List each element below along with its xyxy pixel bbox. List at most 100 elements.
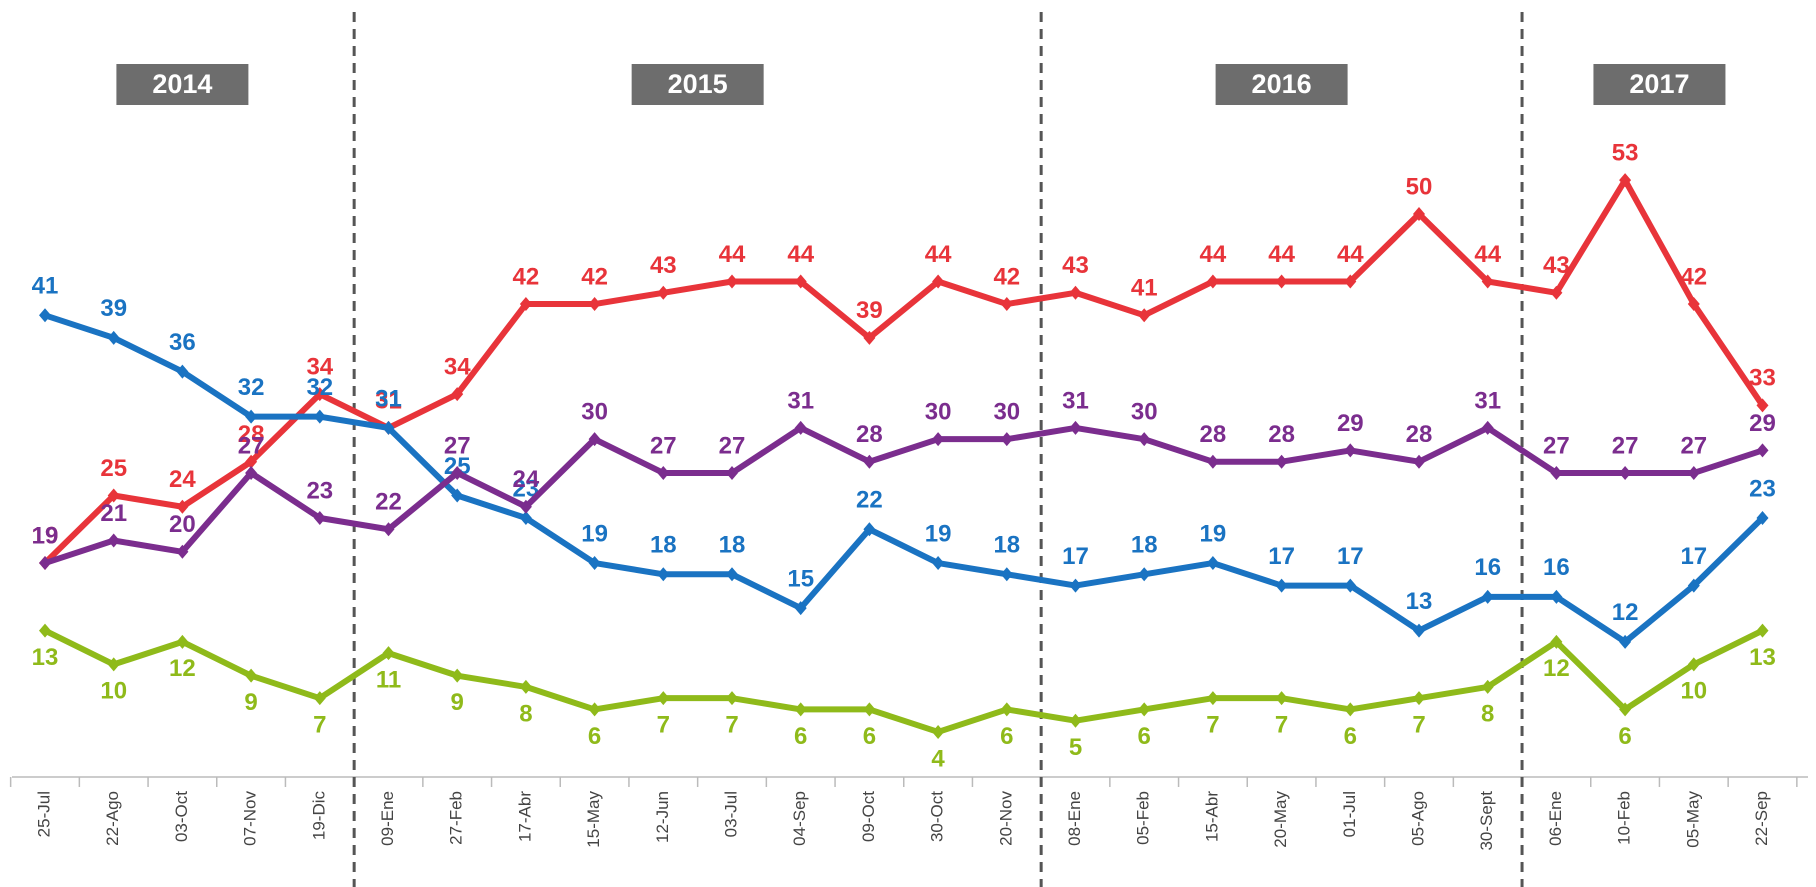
marker [1413,691,1425,706]
x-tick-label: 08-Ene [1065,791,1084,846]
x-tick-label: 19-Dic [309,791,328,841]
data-label: 18 [1131,532,1158,559]
marker [1000,567,1013,582]
marker [107,657,120,672]
data-label: 31 [1062,387,1089,414]
data-label: 44 [719,241,746,268]
marker [726,691,738,706]
marker [519,499,532,514]
data-label: 12 [1543,655,1570,682]
marker [1756,511,1769,525]
data-label: 41 [1131,275,1158,302]
marker [176,634,189,649]
data-label: 9 [244,689,257,716]
data-label: 28 [238,421,265,448]
data-label: 28 [856,421,883,448]
data-label: 25 [100,455,127,482]
data-label: 42 [513,263,540,290]
marker [245,409,258,424]
x-tick-label: 20-May [1271,791,1290,848]
marker [726,274,738,289]
marker [794,274,807,289]
data-label: 50 [1406,173,1433,200]
data-label: 19 [581,520,608,547]
marker [1687,297,1700,312]
data-label: 53 [1612,140,1639,167]
marker [451,387,464,402]
marker [794,601,807,616]
marker [1481,274,1494,289]
marker [39,623,51,638]
data-label: 28 [1200,421,1227,448]
x-tick-label: 30-Oct [928,791,947,842]
data-label: 19 [1200,520,1227,547]
marker [1344,274,1357,289]
data-label: 29 [1749,410,1776,437]
marker [657,567,670,582]
marker [39,556,51,571]
series-line [42,177,1765,566]
marker [1206,454,1219,469]
data-label: 24 [513,466,540,493]
data-label: 44 [1200,241,1227,268]
data-label: 12 [1612,599,1639,626]
marker [863,702,876,717]
marker [1000,297,1013,312]
marker [863,330,876,345]
year-box [1215,64,1348,105]
data-label: 27 [444,432,471,459]
data-label: 43 [1543,252,1570,279]
data-label: 27 [719,432,746,459]
year-label: 2014 [152,69,212,99]
x-tick-label: 05-Feb [1134,791,1153,845]
x-tick-label: 20-Nov [996,791,1015,846]
data-label: 39 [100,295,127,322]
marker [1275,454,1288,469]
x-tick-label: 15-May [584,791,603,848]
marker [932,274,945,289]
data-label: 10 [100,678,127,705]
data-label: 6 [794,723,807,750]
marker [1687,657,1700,672]
data-label: 8 [519,700,532,727]
x-tick-label: 09-Ene [378,791,397,846]
x-tick-label: 10-Feb [1615,791,1634,845]
marker [1687,578,1700,593]
data-label: 17 [1337,543,1364,570]
data-label: 6 [863,723,876,750]
marker [39,308,51,323]
data-label: 28 [1406,421,1433,448]
marker [657,691,670,706]
data-label: 23 [306,477,333,504]
data-label: 7 [1275,712,1288,739]
marker [794,702,807,717]
data-label: 7 [725,712,738,739]
marker [313,409,326,424]
x-tick-label: 03-Jul [721,791,740,837]
marker [932,432,945,447]
data-label: 8 [1481,700,1494,727]
marker [588,702,601,717]
marker [382,646,395,661]
data-label: 7 [657,712,670,739]
x-tick-label: 06-Ene [1546,791,1565,846]
marker [176,499,189,514]
data-label: 31 [375,385,402,412]
marker [1619,173,1632,188]
data-label: 12 [169,655,196,682]
x-tick-label: 22-Sep [1752,791,1771,846]
data-label: 13 [1749,644,1776,671]
year-box [631,64,764,105]
x-tick-label: 15-Abr [1202,791,1221,842]
data-label: 42 [1680,263,1707,290]
marker [1344,443,1357,458]
marker [313,387,326,402]
marker [1481,679,1494,694]
data-label: 33 [1749,365,1776,392]
marker [1619,634,1632,649]
marker [1138,567,1151,582]
marker [1069,420,1082,435]
data-label: 6 [1138,723,1151,750]
